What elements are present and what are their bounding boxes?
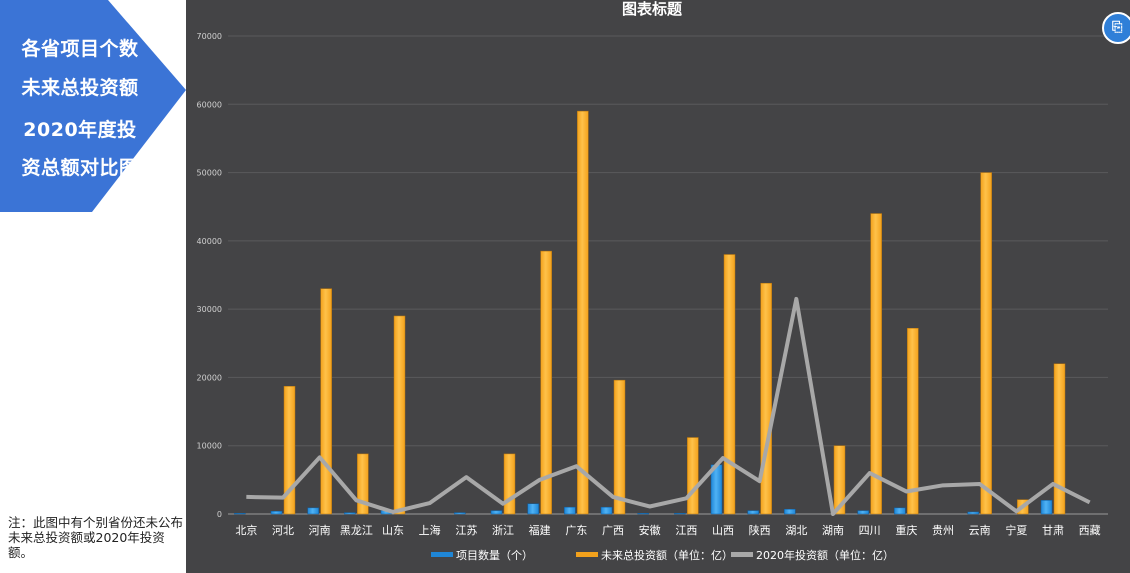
x-tick-label: 安徽 [639,523,661,537]
bar-project-count [967,511,979,515]
chart-area: 图表标题 0 10000 20000 30000 40000 50000 60000 70000… [186,0,1130,573]
bar-future-investment [980,172,992,515]
bar-project-count [1040,500,1053,515]
side-title-line-1: 各省项目个数 [21,38,139,60]
bar-project-count [637,513,649,515]
y-tick-label: 50000 [197,169,222,178]
bar-project-count [894,507,906,515]
bar-future-investment [540,250,552,515]
y-tick-label: 60000 [197,100,222,109]
x-tick-label: 重庆 [895,523,917,537]
bar-future-investment [283,386,296,515]
bar-future-investment [613,379,626,515]
x-tick-label: 甘肃 [1042,524,1064,537]
x-tick-label: 山西 [712,524,734,537]
side-title-line-2: 未来总投资额 [21,77,139,99]
bar-future-investment [1053,363,1066,515]
side-title-line-4: 资总额对比图 [21,157,139,179]
bar-project-count [344,512,356,515]
y-tick-label: 0 [217,510,222,519]
x-tick-label: 四川 [859,524,881,537]
bar-future-investment [870,213,882,515]
x-tick-label: 广东 [565,524,587,537]
y-tick-label: 40000 [197,237,222,246]
bar-project-count [674,513,686,515]
bar-future-investment [760,282,772,515]
x-tick-label: 北京 [235,523,257,537]
legend-future-investment-label: 未来总投资额（单位：亿） [601,548,733,562]
x-tick-label: 西藏 [1079,524,1101,537]
legend-project-count-swatch [431,552,453,557]
x-tick-label: 广西 [602,524,624,537]
bar-project-count [527,503,539,515]
x-tick-label: 宁夏 [1005,523,1027,537]
x-tick-label: 江苏 [455,524,477,537]
y-tick-label: 10000 [197,442,222,451]
y-tick-label: 70000 [197,32,222,41]
bar-project-count [307,507,319,515]
x-tick-label: 河北 [272,524,294,537]
bar-future-investment [723,254,736,515]
bar-future-investment [577,110,589,515]
x-tick-label: 河南 [309,524,331,537]
x-tick-label: 贵州 [932,524,954,537]
bar-project-count [490,510,503,515]
x-tick-label: 上海 [419,523,441,537]
x-tick-label: 陕西 [749,523,771,537]
x-tick-label: 江西 [675,524,697,537]
legend-project-count-label: 项目数量（个） [456,549,533,562]
x-tick-label: 浙江 [492,524,514,537]
chart-footnote: 注：此图中有个别省份还未公布未来总投资额或2020年投资额。 [8,515,184,560]
left-title-panel: 各省项目个数 未来总投资额 2020年度投 资总额对比图 注：此图中有个别省份还… [0,0,186,573]
y-tick-label: 30000 [197,305,222,314]
chart-title: 图表标题 [622,0,683,18]
legend-future-investment-swatch [576,552,598,557]
bar-project-count [857,510,869,515]
legend-2020-investment-label: 2020年投资额（单位：亿） [756,548,894,562]
bar-future-investment [503,453,516,515]
bar-project-count [270,511,283,515]
x-tick-label: 福建 [529,523,551,537]
x-tick-label: 湖北 [785,524,807,537]
side-title-line-3: 2020年度投 [23,119,137,141]
image-icon[interactable]: ⎘ [1102,12,1130,44]
chart-canvas: 图表标题 0 10000 20000 30000 40000 50000 60000 70000… [197,0,1108,562]
bar-project-count [747,510,759,515]
line-2020-investment [246,296,1091,516]
bar-future-investment [687,437,699,515]
bar-project-count [454,512,466,515]
bar-future-investment [357,453,369,515]
bar-future-investment [320,288,332,515]
bar-project-count [234,513,246,515]
bar-future-investment [393,315,406,515]
arrow-banner-shape [0,0,186,212]
x-tick-label: 黑龙江 [340,524,373,537]
x-tick-label: 湖南 [822,524,844,537]
bar-project-count [784,508,796,515]
legend-2020-investment-swatch [731,552,753,557]
bar-future-investment [833,445,846,515]
bar-project-count [564,506,576,515]
x-tick-label: 云南 [969,524,991,537]
x-tick-label: 山东 [382,524,404,537]
bar-future-investment [907,328,919,515]
y-tick-label: 20000 [197,373,222,382]
bar-project-count [600,506,613,515]
